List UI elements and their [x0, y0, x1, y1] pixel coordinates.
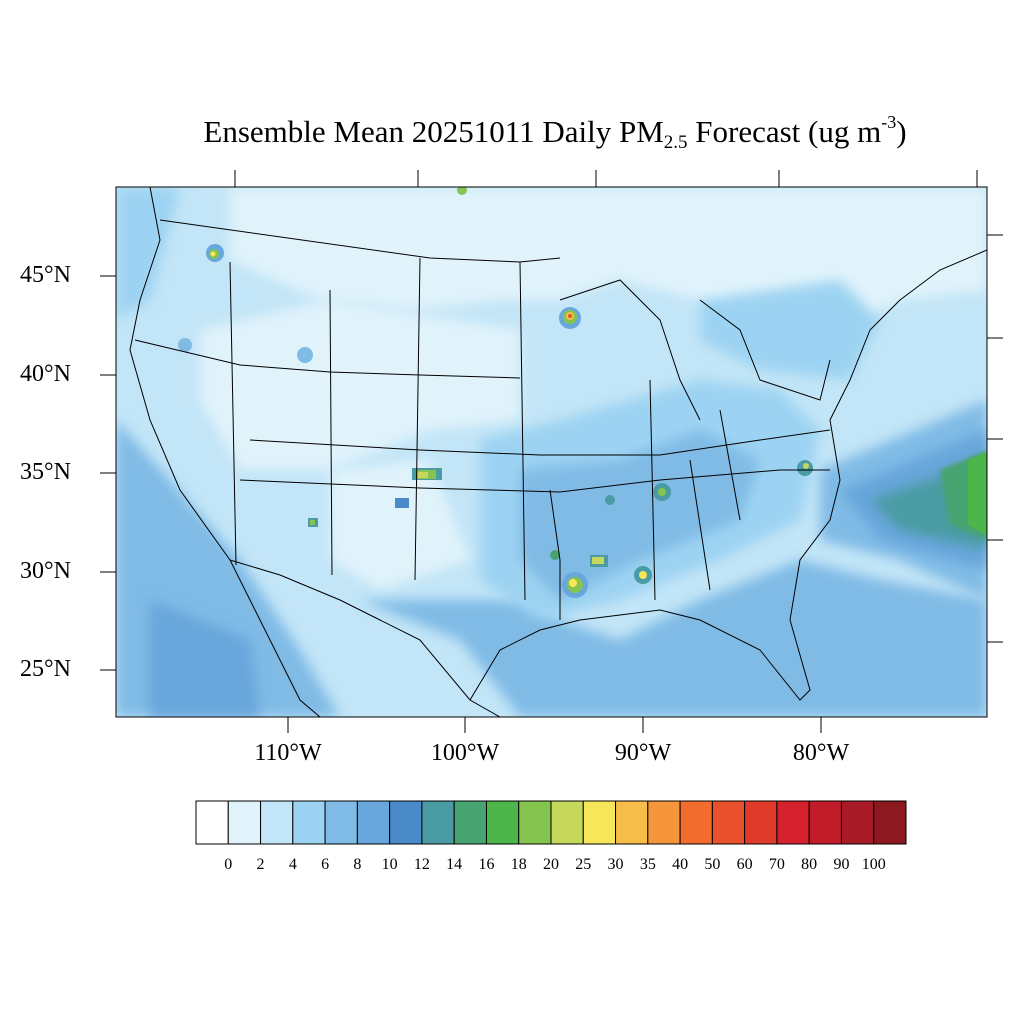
colorbar-swatch [615, 800, 649, 845]
colorbar-tick-label: 18 [510, 856, 527, 873]
title-prefix: Ensemble Mean 20251011 Daily PM [203, 114, 664, 149]
colorbar-tick-label: 2 [256, 856, 265, 873]
lon-label-90w: 90°W [614, 740, 672, 766]
colorbar-tick-label: 12 [413, 856, 430, 873]
colorbar-swatch [195, 800, 229, 845]
colorbar-tick-label: 50 [704, 856, 721, 873]
colorbar-swatch [550, 800, 584, 845]
colorbar-swatch [873, 800, 907, 845]
colorbar-tick-label: 90 [833, 856, 850, 873]
lat-label-40n: 40°N [20, 361, 71, 387]
lon-label-100w: 100°W [430, 740, 500, 766]
lat-label-30n: 30°N [20, 558, 71, 584]
colorbar-swatch [389, 800, 423, 845]
colorbar-swatch [356, 800, 391, 845]
colorbar-tick-label: 80 [801, 856, 818, 873]
tick-marks [100, 170, 1003, 733]
colorbar-tick-label: 20 [543, 856, 559, 873]
map-title: Ensemble Mean 20251011 Daily PM2.5 Forec… [0, 112, 1024, 154]
lon-label-80w: 80°W [792, 740, 850, 766]
title-subscript: 2.5 [663, 132, 688, 153]
colorbar-swatch [227, 800, 262, 845]
colorbar-swatch [711, 800, 746, 845]
lon-label-110w: 110°W [254, 740, 322, 766]
colorbar-tick-label: 4 [288, 856, 297, 873]
colorbar-swatch [324, 800, 358, 845]
colorbar-swatch [518, 800, 552, 845]
colorbar-tick-label: 60 [736, 856, 753, 873]
colorbar-tick-label: 30 [607, 856, 624, 873]
colorbar-swatch [679, 800, 713, 845]
title-middle: Forecast (ug m [687, 114, 882, 149]
colorbar-swatch [582, 800, 617, 845]
colorbar [195, 800, 907, 845]
lat-label-45n: 45°N [20, 262, 71, 288]
colorbar-tick-label: 25 [575, 856, 592, 873]
concentration-field [116, 187, 987, 717]
title-suffix: ) [896, 114, 907, 149]
colorbar-tick-label: 14 [446, 856, 463, 873]
map-frame [115, 186, 988, 718]
colorbar-swatch [260, 800, 294, 845]
colorbar-tick-label: 10 [381, 856, 398, 873]
title-superscript: -3 [881, 112, 897, 132]
colorbar-swatch [776, 800, 810, 845]
colorbar-tick-label: 70 [768, 856, 785, 873]
lat-label-35n: 35°N [20, 459, 71, 485]
fire-hotspots [178, 187, 813, 598]
colorbar-tick-label: 35 [639, 856, 656, 873]
colorbar-swatch [485, 800, 520, 845]
colorbar-tick-label: 0 [224, 856, 233, 873]
colorbar-tick-label: 6 [321, 856, 330, 873]
lat-label-25n: 25°N [20, 656, 71, 682]
boundaries [129, 187, 987, 717]
colorbar-swatch [292, 800, 326, 845]
colorbar-tick-label: 40 [672, 856, 689, 873]
colorbar-swatch [744, 800, 778, 845]
colorbar-tick-label: 8 [353, 856, 362, 873]
colorbar-tick-label: 100 [861, 856, 886, 873]
colorbar-swatch [808, 800, 842, 845]
colorbar-swatch [453, 800, 487, 845]
colorbar-tick-label: 16 [478, 856, 495, 873]
colorbar-swatch [647, 800, 681, 845]
colorbar-swatch [421, 800, 455, 845]
colorbar-swatch [840, 800, 875, 845]
